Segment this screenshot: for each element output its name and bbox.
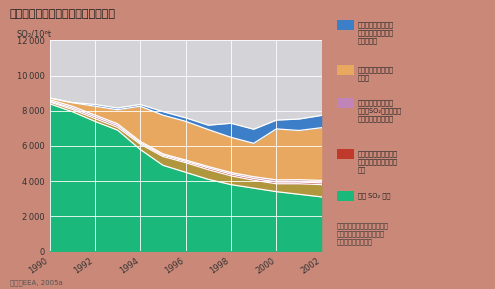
Text: 由于采用了烟气除硫等
污染控制措施而引起的
变化: 由于采用了烟气除硫等 污染控制措施而引起的 变化 [358, 150, 398, 173]
Text: 由于更高效技术引起
的变化: 由于更高效技术引起 的变化 [358, 66, 394, 81]
Text: 来源：EEA, 2005a: 来源：EEA, 2005a [10, 279, 63, 286]
Text: SO₂/10⁶t: SO₂/10⁶t [17, 29, 52, 38]
Text: 欧盟是如何减少二氧化硫气体排放的: 欧盟是如何减少二氧化硫气体排放的 [10, 9, 116, 19]
Text: 由于转向使用排放较
低浓度SO₂污染物的化
石燃料所引起的变化: 由于转向使用排放较 低浓度SO₂污染物的化 石燃料所引起的变化 [358, 99, 402, 122]
Text: 实际 SO₂ 排放: 实际 SO₂ 排放 [358, 192, 390, 199]
Text: 注：图中上面的线表示：如果
没有采纳所指出的措施，将
来预计的排放水平。: 注：图中上面的线表示：如果 没有采纳所指出的措施，将 来预计的排放水平。 [337, 223, 389, 245]
Text: 由于使用核能和不可
燃烧的可再生能源而
引起的变化: 由于使用核能和不可 燃烧的可再生能源而 引起的变化 [358, 21, 394, 44]
